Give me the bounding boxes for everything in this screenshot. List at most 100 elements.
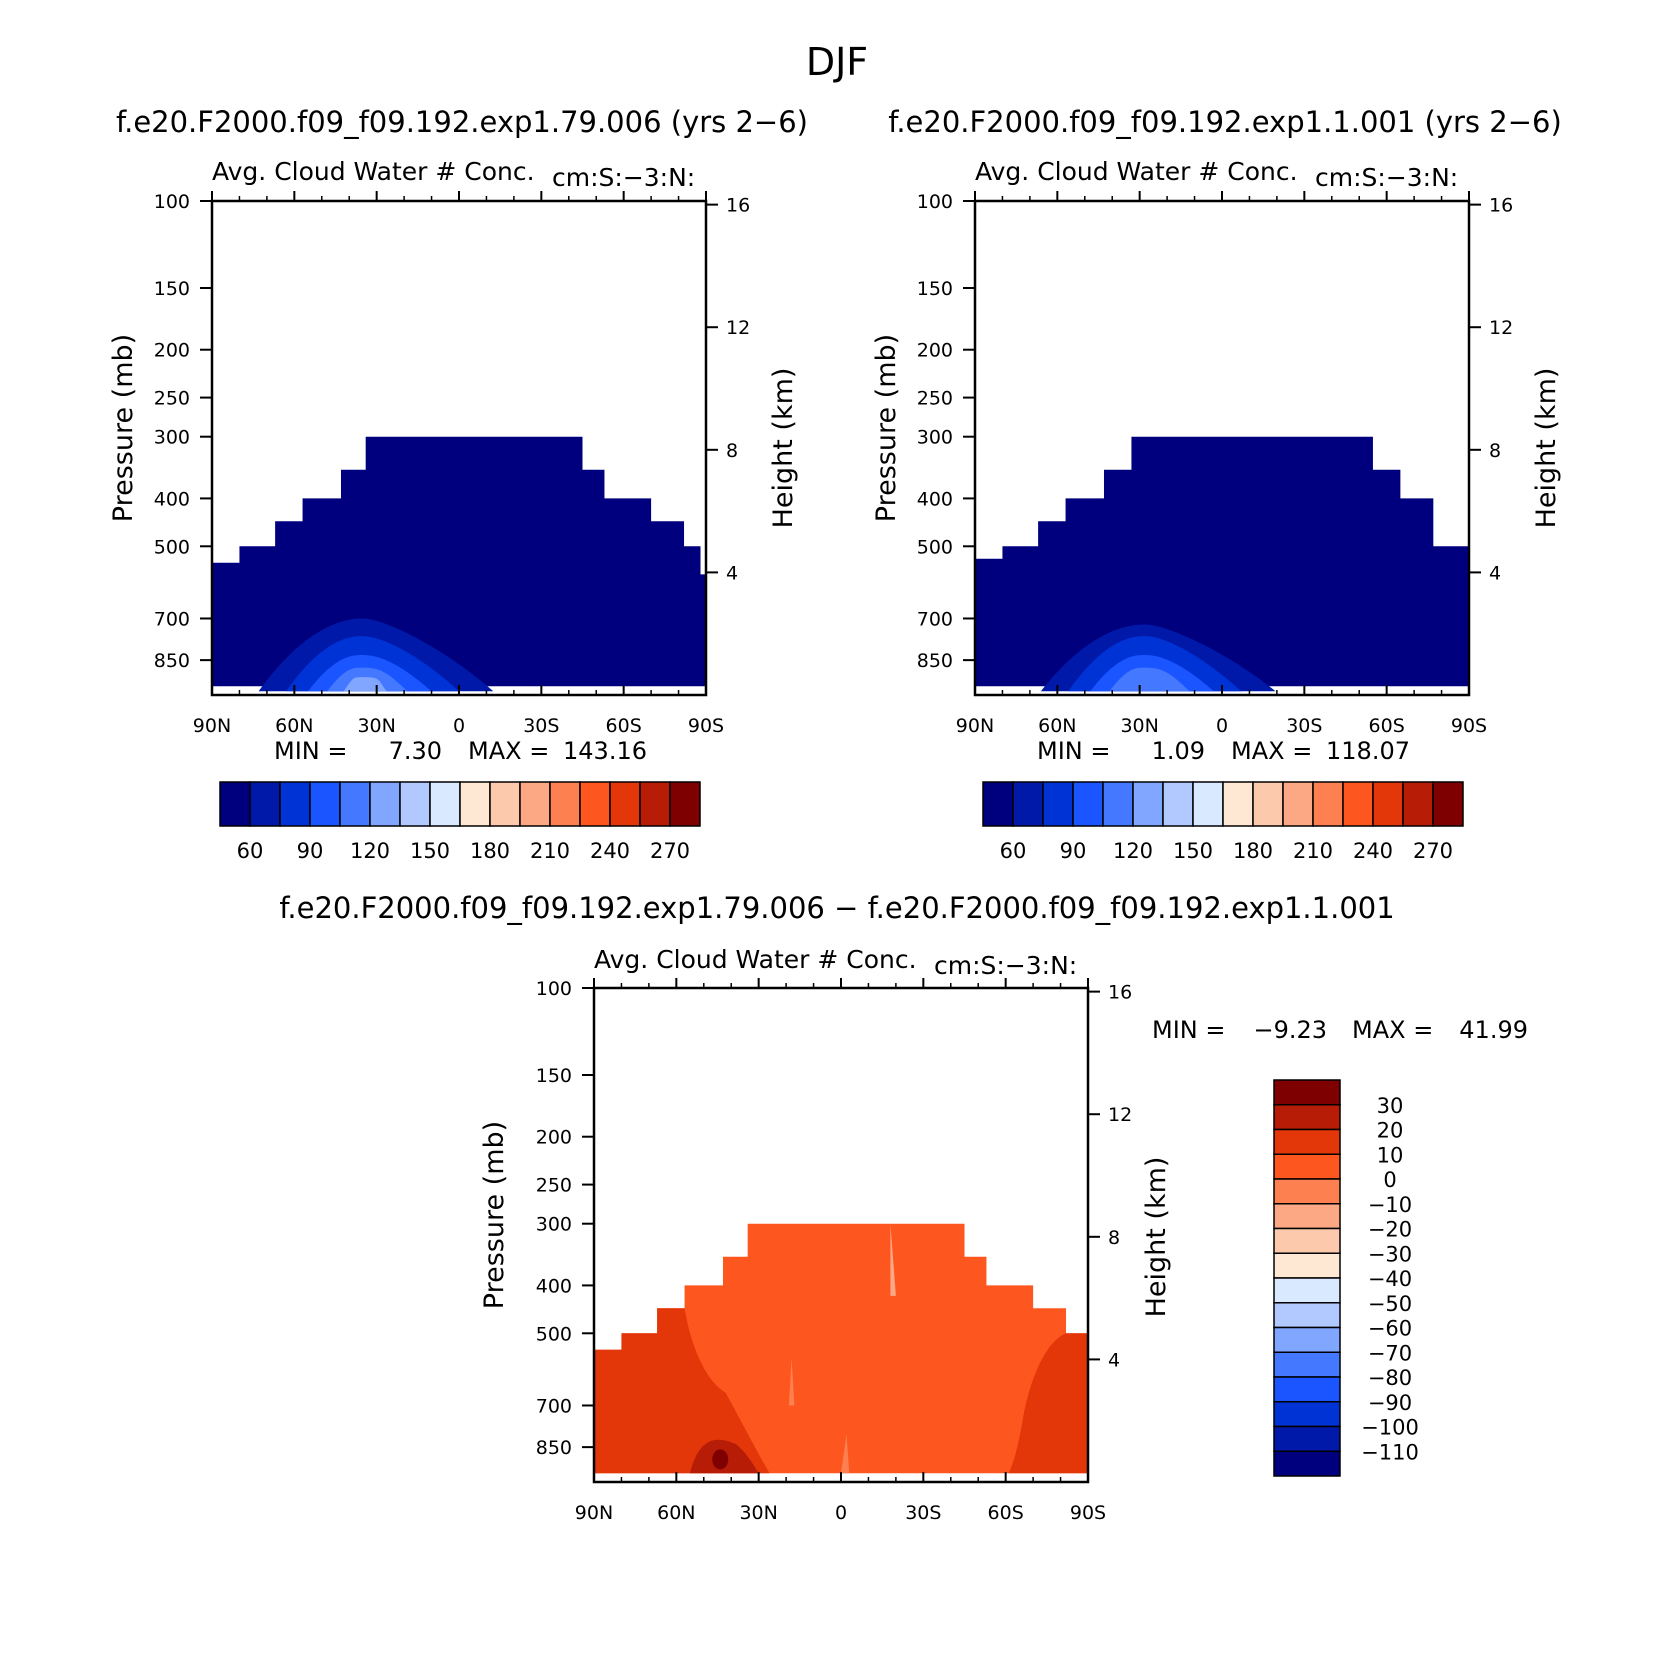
panel1-cbar-swatch (609, 781, 641, 827)
panel1-ytick-label: 250 (154, 388, 190, 410)
panel1-cbar-swatch (339, 781, 371, 827)
panel3-cbar-label: −30 (1368, 1242, 1412, 1266)
panel3-cbar-swatch (1273, 1153, 1341, 1180)
panel3-field-title: Avg. Cloud Water # Conc. (594, 945, 917, 974)
panel3-cbar-swatch (1273, 1401, 1341, 1428)
panel2-ytick-label: 300 (917, 427, 953, 449)
panel2-xtick-label: 0 (1216, 715, 1228, 737)
panel3-y2label: Height (km) (1141, 1157, 1172, 1318)
panel2-cbar-swatch (1132, 781, 1164, 827)
panel2-field-title: Avg. Cloud Water # Conc. (975, 157, 1298, 186)
panel3-ytick-label: 400 (536, 1275, 572, 1297)
panel3-cbar-label: −60 (1368, 1317, 1412, 1341)
panel3-max-label: MAX = (1352, 1016, 1433, 1044)
panel3-y2tick-label: 4 (1108, 1349, 1120, 1371)
panel3-cbar-label: −90 (1368, 1391, 1412, 1415)
panel2-cbar-label: 150 (1173, 839, 1213, 863)
panel3-colorbar: 3020100−10−20−30−40−50−60−70−80−90−100−1… (1273, 1079, 1419, 1477)
panel3-cbar-label: −20 (1368, 1218, 1412, 1242)
panel1-xtick-label: 60S (606, 715, 642, 737)
panel2-cbar-label: 180 (1233, 839, 1273, 863)
panel1-cbar-label: 120 (350, 839, 390, 863)
panel3-cbar-swatch (1273, 1252, 1341, 1279)
panel3-cbar-label: −50 (1368, 1292, 1412, 1316)
panel-bottom: Avg. Cloud Water # Conc. cm:S:−3:N: 90N 6… (479, 945, 1528, 1524)
panel3-cbar-swatch (1273, 1450, 1341, 1477)
panel3-xtick-label: 60S (988, 1502, 1024, 1524)
panel3-ytick-label: 500 (536, 1323, 572, 1345)
panel2-xtick-label: 90S (1451, 715, 1487, 737)
panel1-cloud-envelope (212, 436, 706, 687)
panel1-xtick-label: 90S (688, 715, 724, 737)
panel1-field-title: Avg. Cloud Water # Conc. (212, 157, 535, 186)
panel1-cbar-swatch (429, 781, 461, 827)
panel1-ytick-label: 150 (154, 278, 190, 300)
panel3-cbar-label: −80 (1368, 1366, 1412, 1390)
panel3-cbar-swatch (1273, 1104, 1341, 1131)
panel3-cbar-swatch (1273, 1326, 1341, 1353)
panel2-cbar-swatch (1222, 781, 1254, 827)
panel1-cbar-swatch (369, 781, 401, 827)
panel1-case-title: f.e20.F2000.f09_f09.192.exp1.79.006 (yrs… (116, 105, 808, 139)
panel3-field (594, 1223, 1088, 1474)
panel1-cbar-swatch (309, 781, 341, 827)
panel3-cbar-swatch (1273, 1227, 1341, 1254)
panel1-ytick-label: 700 (154, 608, 190, 630)
panel3-cbar-swatch (1273, 1351, 1341, 1378)
panel1-y2label: Height (km) (768, 368, 799, 529)
panel2-xtick-label: 60S (1369, 715, 1405, 737)
panel2-cbar-swatch (1012, 781, 1044, 827)
panel2-y2tick-label: 12 (1489, 317, 1513, 339)
panel3-y2tick-label: 8 (1108, 1227, 1120, 1249)
panel3-plot: 90N 60N 30N 0 30S 60S 90S 100 150 200 250 300 400 500… (536, 978, 1132, 1524)
panel2-cbar-swatch (1372, 781, 1404, 827)
panel2-colorbar: 60 90 120 150 180 210 240 270 (982, 781, 1464, 863)
panel2-y2tick-label: 8 (1489, 440, 1501, 462)
panel1-cbar-label: 90 (297, 839, 324, 863)
panel1-cbar-label: 60 (237, 839, 264, 863)
panel1-cbar-swatch (669, 781, 701, 827)
panel3-xtick-label: 90S (1070, 1502, 1106, 1524)
panel2-xtick-label: 30S (1286, 715, 1322, 737)
panel1-cbar-swatch (459, 781, 491, 827)
panel1-ytick-label: 850 (154, 650, 190, 672)
panel2-cbar-swatch (1072, 781, 1104, 827)
panel2-ytick-label: 150 (917, 278, 953, 300)
panel2-min-value: 1.09 (1152, 737, 1205, 765)
panel2-units: cm:S:−3:N: (1315, 163, 1458, 192)
panel1-xtick-label: 90N (193, 715, 231, 737)
panel2-max-label: MAX = (1231, 737, 1312, 765)
panel1-cbar-swatch (579, 781, 611, 827)
panel2-cbar-label: 270 (1413, 839, 1453, 863)
panel3-cbar-label: −100 (1361, 1416, 1419, 1440)
panel1-field (212, 436, 706, 692)
panel2-cbar-label: 210 (1293, 839, 1333, 863)
panel1-cbar-label: 210 (530, 839, 570, 863)
panel1-xtick-label: 0 (453, 715, 465, 737)
panel2-cbar-swatch (1282, 781, 1314, 827)
panel2-cbar-swatch (1102, 781, 1134, 827)
panel2-cloud-envelope (975, 436, 1469, 687)
panel2-ytick-label: 100 (917, 191, 953, 213)
panel3-min-value: −9.23 (1253, 1016, 1327, 1044)
panel1-cbar-swatch (489, 781, 521, 827)
panel2-ytick-label: 850 (917, 650, 953, 672)
panel1-cbar-swatch (639, 781, 671, 827)
panel3-xtick-label: 30N (739, 1502, 777, 1524)
panel2-ytick-label: 400 (917, 488, 953, 510)
panel2-max-value: 118.07 (1326, 737, 1410, 765)
panel3-ytick-label: 150 (536, 1065, 572, 1087)
panel2-contour-3 (1109, 667, 1190, 692)
panel3-cbar-swatch (1273, 1376, 1341, 1403)
panel2-cbar-swatch (1252, 781, 1284, 827)
diff-nh-region (594, 1308, 770, 1474)
panel2-cbar-swatch (1402, 781, 1434, 827)
panel2-ytick-label: 250 (917, 388, 953, 410)
panel3-y2tick-label: 12 (1108, 1104, 1132, 1126)
panel1-xtick-label: 60N (275, 715, 313, 737)
figure-title: DJF (806, 40, 868, 84)
panel3-case-title: f.e20.F2000.f09_f09.192.exp1.79.006 − f.… (279, 891, 1394, 925)
panel-top-right: Avg. Cloud Water # Conc. cm:S:−3:N: 90N 6… (871, 157, 1562, 863)
panel2-cbar-label: 90 (1060, 839, 1087, 863)
